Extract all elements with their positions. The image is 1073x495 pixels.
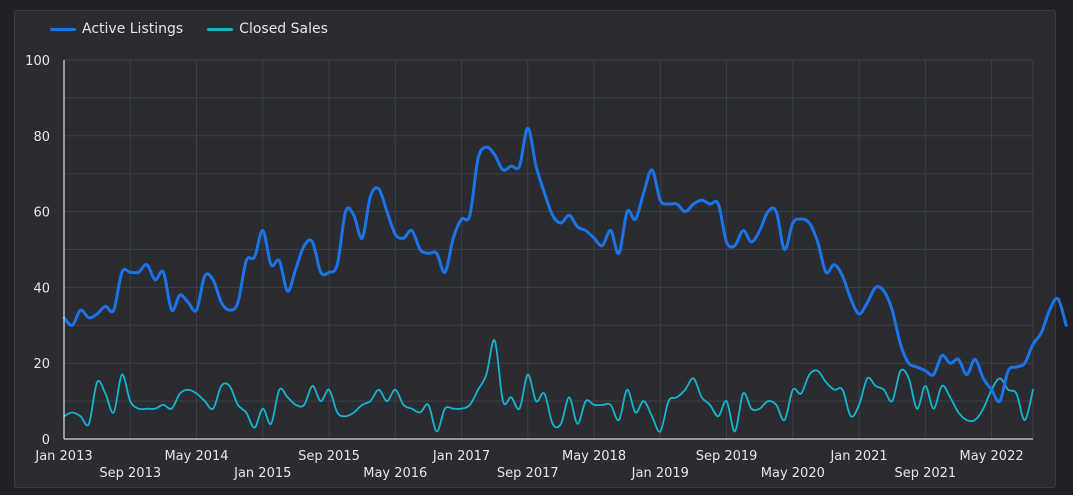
x-tick-label: Sep 2017	[497, 466, 559, 481]
legend-label-active-listings: Active Listings	[82, 21, 184, 37]
x-tick-label: May 2022	[960, 449, 1024, 464]
x-tick-label: May 2014	[164, 449, 228, 464]
legend: Active Listings Closed Sales	[50, 21, 328, 37]
x-tick-label: May 2016	[363, 466, 427, 481]
y-tick-label: 0	[42, 433, 50, 448]
x-tick-label: Sep 2015	[298, 449, 360, 464]
y-tick-label: 40	[33, 281, 50, 296]
y-tick-label: 60	[33, 206, 50, 221]
legend-swatch-active-listings	[50, 27, 76, 31]
y-axis-ticks: 0 20 40 60 80 100	[25, 54, 50, 448]
x-tick-label: May 2018	[562, 449, 626, 464]
x-tick-label: May 2020	[761, 466, 825, 481]
y-tick-label: 100	[25, 54, 50, 69]
legend-item-closed-sales[interactable]: Closed Sales	[207, 21, 328, 37]
grid	[64, 59, 1034, 439]
x-tick-label: Jan 2017	[432, 449, 490, 464]
y-tick-label: 20	[33, 357, 50, 372]
series-line-closed-sales[interactable]	[63, 339, 1034, 433]
legend-item-active-listings[interactable]: Active Listings	[50, 21, 183, 37]
y-tick-label: 80	[33, 130, 50, 145]
legend-label-closed-sales: Closed Sales	[239, 21, 328, 37]
series-lines	[62, 126, 1068, 433]
x-tick-label: Jan 2015	[233, 466, 291, 481]
x-tick-label: Jan 2013	[34, 449, 92, 464]
x-tick-label: Sep 2013	[99, 466, 161, 481]
x-tick-label: Sep 2021	[894, 466, 956, 481]
series-line-active-listings[interactable]	[62, 126, 1068, 404]
x-tick-label: Sep 2019	[696, 449, 758, 464]
x-tick-label: Jan 2021	[829, 449, 887, 464]
legend-swatch-closed-sales	[207, 27, 234, 31]
x-tick-label: Jan 2019	[631, 466, 689, 481]
